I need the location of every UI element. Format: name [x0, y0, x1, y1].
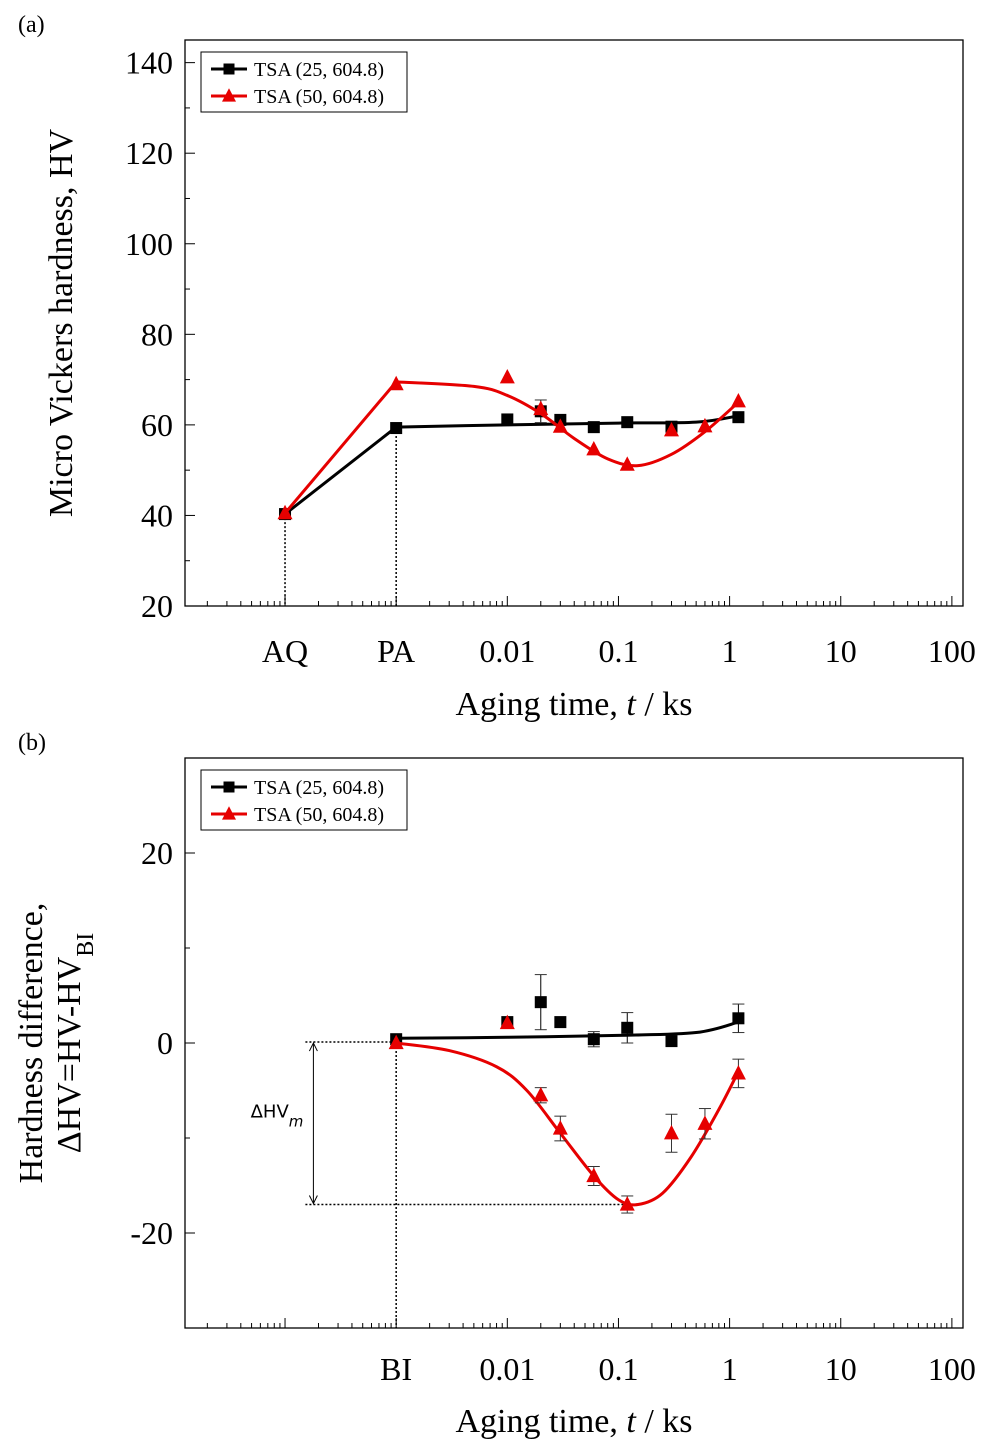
annotation-arrowhead-bottom — [308, 1195, 318, 1205]
y-axis-title-line1: Hardness difference, — [13, 903, 50, 1184]
legend-label: TSA (25, 604.8) — [254, 59, 384, 81]
legend-box — [200, 51, 408, 113]
x-tick-label: 0.1 — [598, 633, 638, 669]
x-tick-label: AQ — [262, 633, 308, 669]
fit-line — [395, 1041, 740, 1207]
y-tick-label: -20 — [130, 1215, 173, 1251]
panel-a: (a) 20 40 60 80 100 120 140 AQ PA 0.01 0.1 1 10 100 Agi… — [18, 12, 976, 723]
series-tsa-50 — [277, 368, 746, 520]
data-point-triangle — [663, 1124, 679, 1140]
data-point-square — [554, 1016, 567, 1029]
data-point-triangle — [697, 417, 713, 433]
data-point-triangle — [697, 1115, 713, 1130]
panel-label: (a) — [18, 12, 45, 38]
data-point-triangle — [663, 421, 679, 437]
legend-marker-square — [223, 781, 235, 793]
data-point-triangle — [388, 1034, 404, 1050]
legend-marker-triangle — [222, 88, 236, 102]
legend-marker-square — [223, 63, 235, 75]
data-point-triangle — [730, 392, 746, 408]
data-point-square — [390, 422, 403, 435]
x-tick-label: 100 — [928, 633, 976, 669]
x-tick-label: 0.01 — [479, 633, 535, 669]
data-point-square — [621, 1021, 634, 1034]
x-tick-label: 1 — [722, 1351, 738, 1387]
y-tick-label: 120 — [125, 135, 173, 171]
x-tick-label: 1 — [722, 633, 738, 669]
data-point-triangle — [499, 1014, 515, 1030]
y-axis-title: Micro Vickers hardness, HV — [43, 128, 80, 517]
data-point-square — [587, 421, 600, 434]
x-tick-label: BI — [380, 1351, 412, 1387]
data-point-triangle — [533, 400, 549, 416]
x-tick-label: 0.1 — [598, 1351, 638, 1387]
y-tick-label: 0 — [157, 1025, 173, 1061]
series-tsa-25 — [279, 399, 745, 521]
fit-line — [283, 380, 740, 515]
plot-frame — [184, 39, 964, 607]
x-tick-label: 100 — [928, 1351, 976, 1387]
y-tick-label: 60 — [141, 407, 173, 443]
y-tick-label: 20 — [141, 835, 173, 871]
legend-label: TSA (50, 604.8) — [254, 86, 384, 108]
data-point-square — [534, 996, 547, 1009]
y-tick-label: 100 — [125, 226, 173, 262]
panel-label: (b) — [18, 730, 46, 756]
annotation-label: ΔHVm — [251, 1101, 304, 1130]
data-point-triangle — [619, 456, 635, 471]
data-point-triangle — [552, 418, 568, 433]
x-tick-label: 10 — [825, 1351, 857, 1387]
annotation-arrowhead-top — [308, 1041, 318, 1052]
x-axis-title: Aging time, t / ks — [455, 686, 692, 723]
legend-label: TSA (50, 604.8) — [254, 804, 384, 826]
x-axis-title: Aging time, t / ks — [455, 1403, 692, 1440]
series-tsa-50 — [388, 1014, 746, 1214]
data-point-square — [621, 416, 634, 429]
data-point-triangle — [619, 1196, 635, 1211]
data-point-triangle — [730, 1065, 746, 1080]
y-tick-label: 40 — [141, 497, 173, 533]
data-point-square — [587, 1033, 600, 1046]
series-tsa-25 — [390, 974, 745, 1048]
data-point-triangle — [388, 375, 404, 391]
legend-label: TSA (25, 604.8) — [254, 777, 384, 799]
fit-line — [396, 1020, 739, 1040]
y-tick-label: 20 — [141, 588, 173, 624]
data-point-triangle — [552, 1120, 568, 1135]
panel-b: (b) -20 0 20 BI 0.01 0.1 1 10 100 Aging time, t / … — [13, 730, 976, 1440]
y-axis-title-line2: ΔHV=HV-HVBI — [51, 933, 99, 1154]
legend-box — [200, 769, 408, 831]
x-tick-label: PA — [377, 633, 415, 669]
data-point-square — [732, 411, 745, 424]
data-point-triangle — [533, 1086, 549, 1102]
plot-frame — [184, 757, 964, 1329]
data-point-triangle — [586, 1167, 602, 1183]
legend-marker-triangle — [222, 806, 236, 820]
x-tick-label: 10 — [825, 633, 857, 669]
x-tick-label: 0.01 — [479, 1351, 535, 1387]
data-point-square — [501, 413, 514, 426]
data-point-square — [732, 1012, 745, 1025]
data-point-triangle — [277, 504, 293, 520]
y-tick-label: 140 — [125, 45, 173, 81]
data-point-square — [665, 1035, 678, 1048]
y-tick-label: 80 — [141, 316, 173, 352]
data-point-triangle — [586, 440, 602, 456]
data-point-triangle — [499, 368, 515, 384]
